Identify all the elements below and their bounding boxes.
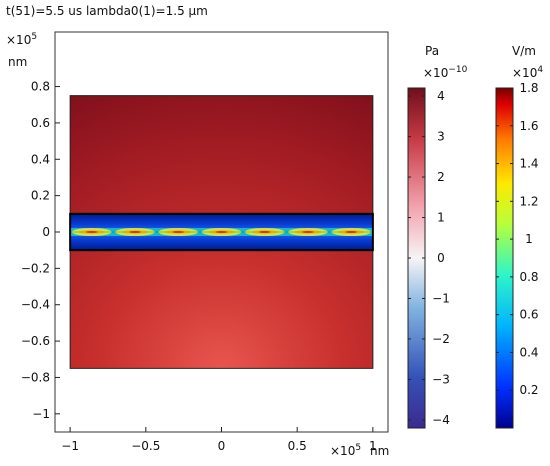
pressure-colorbar-tick-label: −1: [432, 291, 450, 305]
x-exponent-label: ×105: [330, 443, 361, 458]
y-tick-label: −0.2: [21, 261, 50, 275]
pressure-colorbar-tick-label: 4: [437, 89, 445, 103]
y-tick-label: −0.4: [21, 298, 50, 312]
pressure-colorbar-ticks: 4 3 2 1 0 −1 −2 −3 −4: [408, 89, 450, 427]
field-colorbar-tick-label: 1.2: [519, 194, 538, 208]
x-axis-ticks: −1 −0.5 0 0.5 1: [61, 427, 377, 453]
field-colorbar-tick-label: 1.8: [519, 81, 538, 95]
x-tick-label: −0.5: [131, 439, 160, 453]
x-tick-label: 1: [369, 439, 377, 453]
waveguide-mode-pattern: [71, 228, 372, 236]
x-tick-label: −1: [61, 439, 79, 453]
pressure-colorbar-tick-label: 2: [437, 170, 445, 184]
x-tick-label: 0: [218, 439, 226, 453]
y-tick-label: −0.8: [21, 370, 50, 384]
y-axis-ticks: 0.8 0.6 0.4 0.2 0 −0.2 −0.4 −0.6 −0.8 −1: [21, 80, 60, 421]
pressure-colorbar-tick-label: 1: [437, 211, 445, 225]
pressure-colorbar-tick-label: −4: [432, 413, 450, 427]
field-colorbar-tick-label: 0.2: [519, 383, 538, 397]
pressure-colorbar-tick-label: 0: [437, 251, 445, 265]
x-unit-label: nm: [370, 444, 389, 458]
pressure-colorbar-exponent: ×10−10: [423, 65, 468, 80]
pressure-colorbar-unit: Pa: [425, 44, 439, 58]
pressure-colorbar-tick-label: −3: [432, 372, 450, 386]
pressure-colorbar-tick-label: 3: [437, 130, 445, 144]
field-colorbar-tick-label: 1.4: [519, 157, 538, 171]
pressure-colorbar-tick-label: −2: [432, 332, 450, 346]
field-colorbar-tick-label: 0.4: [519, 345, 538, 359]
y-unit-label: nm: [8, 55, 27, 69]
field-colorbar-unit: V/m: [512, 44, 536, 58]
field-colorbar-exponent: ×104: [512, 65, 543, 80]
field-colorbar-ticks: 1.8 1.6 1.4 1.2 1 0.8 0.6 0.4 0.2: [496, 81, 539, 397]
plot-title: t(51)=5.5 us lambda0(1)=1.5 µm: [6, 4, 208, 18]
field-colorbar-tick-label: 0.6: [519, 308, 538, 322]
y-tick-label: 0: [42, 225, 50, 239]
y-tick-label: 0.4: [31, 152, 50, 166]
field-colorbar: [495, 87, 514, 429]
field-colorbar-tick-label: 0.8: [519, 270, 538, 284]
y-tick-label: 0.2: [31, 189, 50, 203]
field-colorbar-tick-label: 1.6: [519, 119, 538, 133]
y-tick-label: −1: [32, 407, 50, 421]
y-exponent-label: ×105: [6, 32, 37, 47]
y-tick-label: 0.6: [31, 116, 50, 130]
y-tick-label: −0.6: [21, 334, 50, 348]
y-tick-label: 0.8: [31, 80, 50, 94]
field-colorbar-tick-label: 1: [525, 232, 533, 246]
x-tick-label: 0.5: [288, 439, 307, 453]
